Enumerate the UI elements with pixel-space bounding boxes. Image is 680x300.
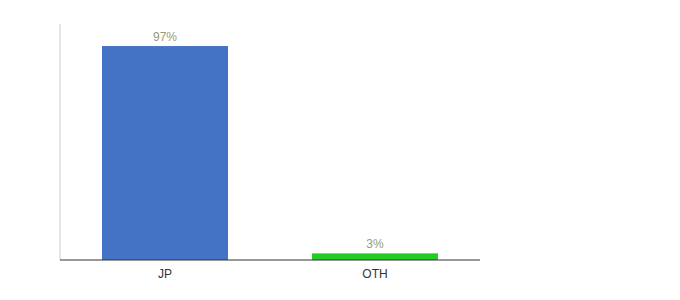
bar <box>312 253 438 260</box>
chart: JP OTH 97% 3% <box>0 0 680 300</box>
y-axis-line <box>60 24 61 260</box>
x-tick-label: JP <box>158 267 172 281</box>
x-axis-line <box>60 260 480 261</box>
x-tick-label: OTH <box>362 267 387 281</box>
bar <box>102 46 228 260</box>
data-label: 97% <box>153 30 177 44</box>
data-label: 3% <box>366 237 384 251</box>
bars <box>102 46 438 260</box>
